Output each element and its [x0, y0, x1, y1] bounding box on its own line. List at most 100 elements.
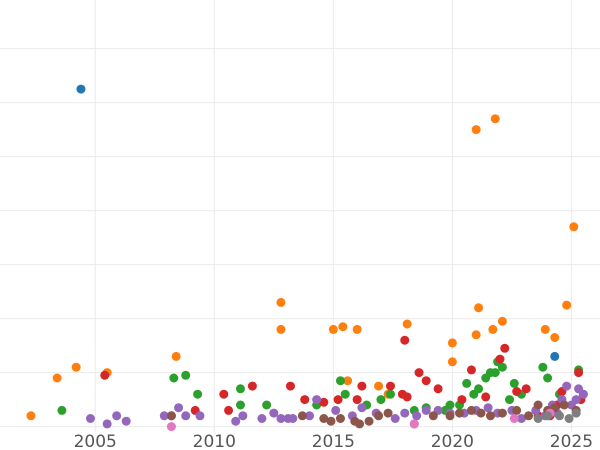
data-point — [235, 384, 245, 394]
data-points — [26, 84, 588, 432]
data-point — [500, 343, 510, 353]
data-point — [474, 303, 484, 313]
data-point — [385, 381, 395, 391]
data-point — [383, 408, 393, 418]
data-point — [235, 400, 245, 410]
data-point — [495, 354, 505, 364]
data-point — [474, 384, 484, 394]
data-point — [257, 414, 267, 423]
data-point — [400, 408, 410, 418]
data-point — [485, 411, 495, 421]
data-point — [481, 392, 491, 402]
data-point — [305, 411, 315, 421]
data-point — [276, 324, 286, 334]
data-point — [71, 362, 81, 372]
data-point — [490, 114, 500, 124]
data-point — [574, 368, 584, 378]
data-point — [483, 403, 493, 413]
data-point — [457, 395, 467, 405]
data-point — [300, 395, 310, 405]
data-point — [343, 376, 353, 386]
x-tick-label: 2015 — [312, 432, 355, 450]
data-point — [412, 411, 422, 421]
data-point — [512, 405, 522, 415]
data-point — [421, 376, 431, 386]
data-point — [402, 392, 412, 402]
data-point — [352, 324, 362, 334]
data-point — [490, 368, 500, 378]
data-point — [543, 373, 553, 383]
data-point — [276, 297, 286, 307]
data-point — [445, 411, 455, 421]
data-point — [385, 389, 395, 399]
data-point — [26, 411, 36, 421]
data-point — [285, 381, 295, 391]
data-point — [571, 395, 581, 405]
data-point — [550, 333, 560, 342]
data-point — [335, 414, 345, 423]
data-point — [512, 387, 522, 396]
data-point — [569, 222, 579, 232]
data-point — [414, 368, 424, 378]
data-point — [121, 416, 131, 426]
data-point — [85, 414, 95, 423]
data-point — [497, 408, 507, 418]
data-point — [326, 416, 336, 426]
x-axis-ticks: 2005 2010 2015 2020 2025 — [74, 432, 593, 450]
data-point — [276, 414, 286, 423]
x-tick-label: 2005 — [74, 432, 117, 450]
data-point — [578, 389, 588, 399]
data-point — [488, 324, 498, 334]
data-point — [319, 414, 329, 423]
data-point — [195, 411, 205, 421]
data-point — [471, 330, 481, 340]
data-point — [571, 408, 581, 418]
data-point — [171, 351, 181, 361]
data-point — [562, 300, 572, 310]
data-point — [516, 414, 526, 423]
data-point — [169, 373, 179, 383]
data-point — [466, 365, 476, 375]
data-point — [331, 405, 341, 415]
data-point — [57, 405, 67, 415]
data-point — [476, 408, 486, 418]
data-point — [319, 397, 329, 407]
x-tick-label: 2010 — [193, 432, 236, 450]
data-point — [102, 419, 112, 429]
data-point — [297, 411, 307, 421]
data-point — [224, 405, 234, 415]
data-point — [352, 395, 362, 405]
data-point — [402, 319, 412, 329]
data-point — [555, 411, 565, 421]
data-point — [521, 384, 531, 394]
data-point — [376, 395, 386, 405]
data-point — [357, 403, 367, 413]
data-point — [524, 411, 534, 421]
data-point — [538, 362, 548, 372]
data-point — [428, 411, 438, 421]
data-point — [333, 395, 343, 405]
data-point — [509, 414, 519, 423]
data-point — [312, 395, 322, 405]
data-point — [374, 411, 384, 421]
data-point — [433, 384, 443, 394]
data-point — [497, 362, 507, 372]
data-point — [509, 378, 519, 388]
data-point — [166, 411, 176, 421]
data-point — [400, 335, 410, 345]
data-point — [462, 378, 472, 388]
data-point — [421, 405, 431, 415]
data-point — [550, 351, 560, 361]
data-point — [409, 419, 419, 429]
data-point — [181, 370, 191, 380]
data-point — [219, 389, 229, 399]
data-point — [562, 381, 572, 391]
data-point — [559, 400, 569, 410]
data-point — [390, 414, 400, 423]
data-point — [174, 403, 184, 413]
data-point — [533, 414, 543, 423]
data-point — [338, 322, 348, 332]
data-point — [357, 381, 367, 391]
data-point — [466, 405, 476, 415]
